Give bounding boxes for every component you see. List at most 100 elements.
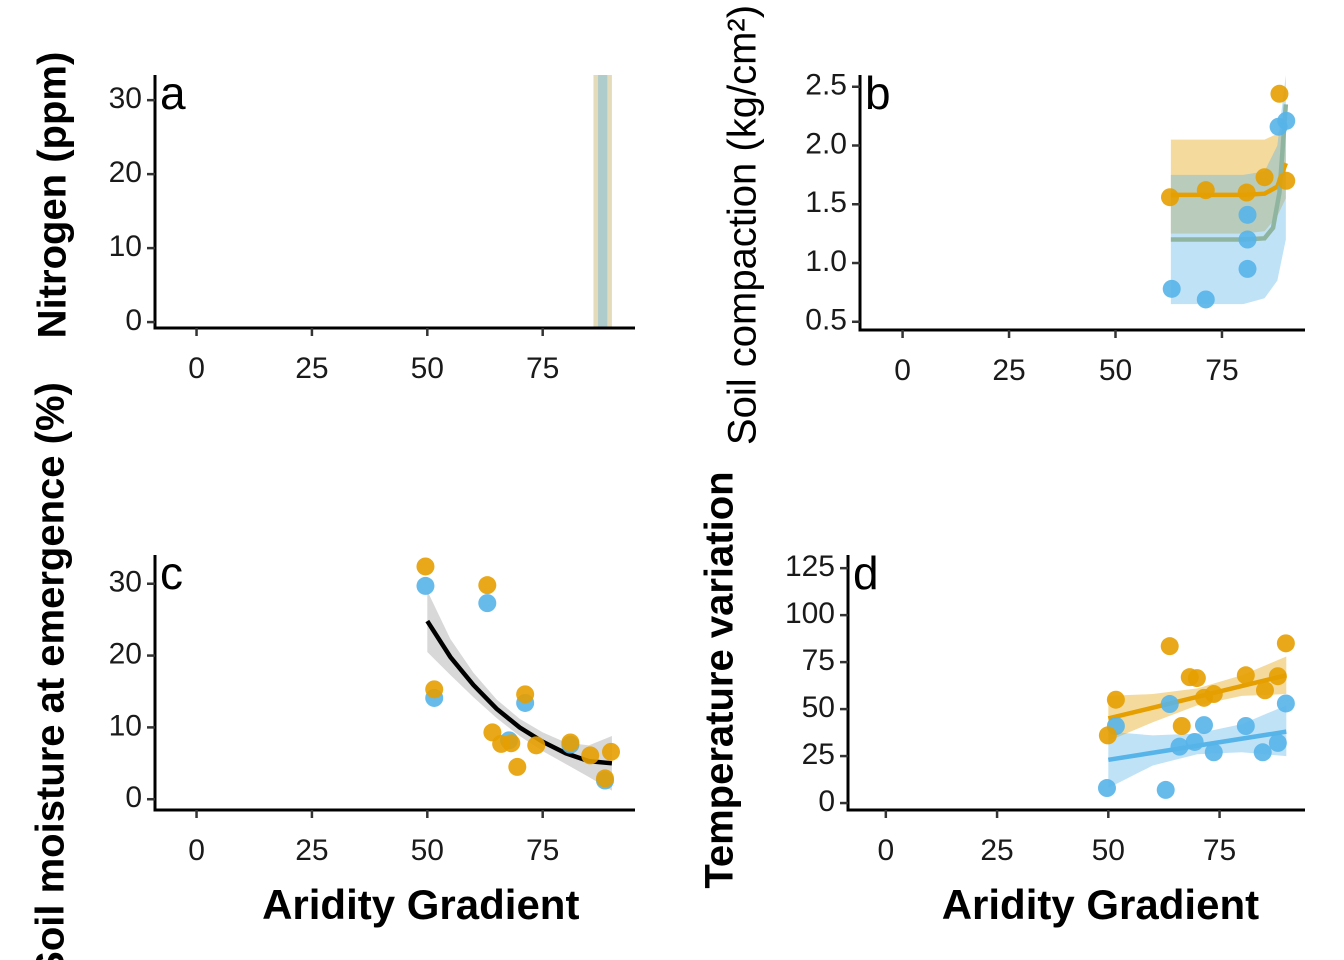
data-point	[1160, 637, 1179, 656]
panel: 0 25 50 75 0.5 1.0 1.5 2.0 2.5 b Soil compaction (…	[721, 5, 1305, 445]
data-point	[1268, 667, 1287, 686]
y-axis-title: Soil moisture at emergence (%)	[29, 382, 73, 960]
x-tick-label: 50	[411, 352, 444, 385]
y-tick-label: 20	[109, 156, 142, 189]
data-point	[561, 733, 580, 752]
x-tick-label: 50	[1092, 834, 1125, 867]
plot-area	[1170, 75, 1289, 305]
data-point	[581, 746, 600, 765]
x-tick-label: 0	[894, 354, 911, 387]
data-point	[1255, 681, 1274, 700]
plot-area	[593, 75, 612, 328]
data-point	[1268, 733, 1287, 752]
data-point	[508, 757, 527, 776]
y-tick-label: 20	[109, 637, 142, 670]
data-point	[1270, 84, 1289, 103]
data-point	[527, 736, 546, 755]
y-axis-title: Temperature variation	[698, 471, 742, 888]
data-point	[1097, 779, 1116, 798]
data-point	[1162, 279, 1181, 298]
x-tick-label: 25	[992, 354, 1025, 387]
x-axis-title: Aridity Gradient	[942, 881, 1259, 928]
y-tick-label: 30	[109, 82, 142, 115]
y-tick-label: 10	[109, 709, 142, 742]
panel-letter: a	[160, 67, 186, 119]
fit-line	[425, 619, 613, 766]
y-tick-label: 125	[785, 550, 835, 583]
data-point	[1238, 259, 1257, 278]
x-tick-label: 0	[188, 834, 205, 867]
y-tick-label: 25	[802, 738, 835, 771]
x-tick-label: 0	[877, 834, 894, 867]
y-tick-label: 50	[802, 691, 835, 724]
panel: 0 25 50 75 0 10 20 30 c Soil moisture at emergenc…	[29, 382, 635, 960]
y-tick-label: 100	[785, 597, 835, 630]
y-tick-label: 1.5	[805, 186, 847, 219]
data-point	[602, 742, 620, 761]
data-point	[1236, 666, 1255, 685]
data-point	[1255, 168, 1274, 187]
data-point	[478, 576, 497, 595]
panel-letter: d	[853, 547, 879, 599]
data-point	[1276, 694, 1295, 713]
x-tick-label: 0	[188, 352, 205, 385]
data-point	[1161, 188, 1180, 207]
x-tick-label: 25	[295, 352, 328, 385]
data-point	[1204, 685, 1223, 704]
data-point	[1187, 669, 1206, 688]
data-point	[1204, 743, 1223, 762]
panel-letter: b	[865, 67, 891, 119]
panel: 0 25 50 75 0 25 50 75 100 125 d Temperature variati…	[698, 471, 1305, 928]
y-tick-label: 30	[109, 566, 142, 599]
y-tick-label: 2.5	[805, 69, 847, 102]
data-point	[596, 769, 614, 788]
panel-letter: c	[160, 547, 183, 599]
data-point	[1276, 634, 1295, 653]
confidence-ribbon	[1170, 122, 1286, 234]
data-point	[1098, 726, 1117, 745]
confidence-ribbon	[1170, 75, 1286, 305]
data-point	[1196, 181, 1215, 200]
data-point	[425, 680, 444, 699]
y-tick-label: 75	[802, 644, 835, 677]
data-point	[416, 557, 435, 576]
x-tick-label: 50	[411, 834, 444, 867]
x-tick-label: 50	[1099, 354, 1132, 387]
y-tick-label: 0.5	[805, 304, 847, 337]
data-point	[1277, 171, 1296, 190]
data-point	[1237, 183, 1256, 202]
data-point	[1238, 205, 1257, 224]
data-point	[1238, 230, 1257, 249]
x-tick-label: 75	[1205, 354, 1238, 387]
data-point	[516, 685, 535, 704]
fit-line	[1170, 104, 1289, 242]
panel: 0 25 50 75 0 10 20 30 a Nitrogen (ppm)	[31, 52, 635, 385]
x-tick-label: 25	[295, 834, 328, 867]
data-point	[502, 734, 521, 753]
data-point	[1277, 111, 1296, 130]
confidence-ribbon	[593, 75, 612, 328]
confidence-ribbon	[598, 75, 608, 328]
y-tick-label: 10	[109, 230, 142, 263]
data-point	[1236, 717, 1255, 736]
data-point	[1253, 743, 1272, 762]
y-axis-title: Soil compaction (kg/cm²)	[721, 5, 765, 445]
y-tick-label: 0	[818, 785, 835, 818]
data-point	[1156, 780, 1175, 799]
data-point	[1170, 737, 1189, 756]
data-point	[1172, 717, 1191, 736]
data-point	[1185, 732, 1204, 751]
y-tick-label: 2.0	[805, 127, 847, 160]
y-tick-label: 1.0	[805, 245, 847, 278]
data-point	[478, 594, 497, 613]
x-axis-title: Aridity Gradient	[262, 881, 579, 928]
x-tick-label: 25	[980, 834, 1013, 867]
data-point	[1106, 690, 1125, 709]
x-tick-label: 75	[526, 352, 559, 385]
y-tick-label: 0	[125, 781, 142, 814]
data-point	[416, 576, 435, 595]
x-tick-label: 75	[526, 834, 559, 867]
data-point	[1160, 695, 1179, 714]
x-tick-label: 75	[1203, 834, 1236, 867]
